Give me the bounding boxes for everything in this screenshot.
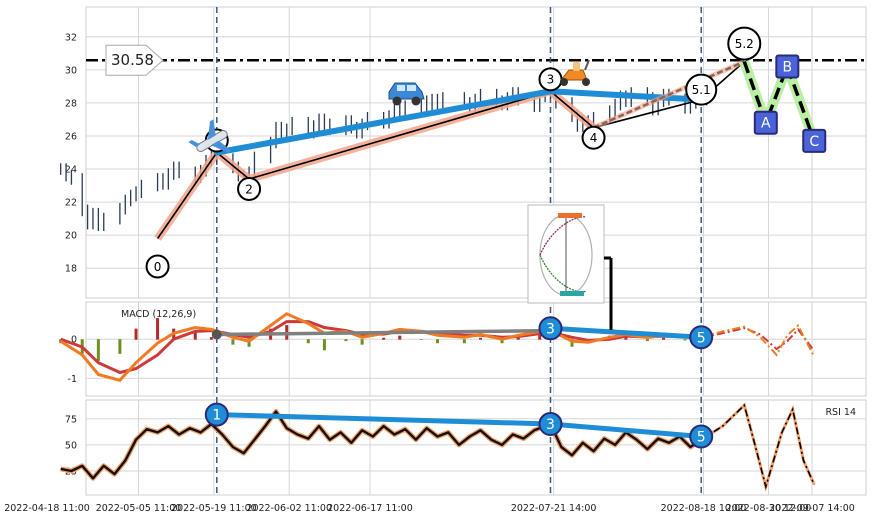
macd-histogram-bar bbox=[624, 336, 628, 340]
wave-label-circle bbox=[727, 26, 762, 61]
macd-wave-trend bbox=[550, 325, 702, 340]
wave-label-circle bbox=[538, 412, 563, 437]
x-tick-label: 2022-07-21 14:00 bbox=[511, 503, 597, 514]
projection-label-box bbox=[802, 128, 827, 153]
macd-histogram-bar bbox=[479, 337, 483, 340]
macd-divergence-line bbox=[216, 328, 551, 337]
macd-histogram-bar bbox=[435, 339, 439, 344]
wave-label-circle bbox=[538, 316, 563, 341]
wave-label-circle bbox=[237, 176, 262, 201]
rsi-line bbox=[60, 410, 702, 480]
macd-histogram-bar bbox=[382, 337, 386, 340]
macd-histogram-bar bbox=[500, 339, 504, 344]
projection-label-box bbox=[753, 110, 778, 135]
macd-histogram-bar bbox=[462, 339, 466, 344]
wave-label: 1 bbox=[212, 408, 221, 424]
airplane-icon bbox=[188, 119, 232, 153]
macd-panel bbox=[85, 301, 867, 397]
macd-histogram-bar bbox=[360, 339, 364, 345]
macd-histogram-bar bbox=[231, 339, 235, 345]
macd-histogram-bar bbox=[662, 337, 666, 340]
x-tick-label: 2022-08-30 12:00 bbox=[726, 503, 812, 514]
y-tick-label: 32 bbox=[65, 32, 77, 43]
y-tick-label: 26 bbox=[65, 131, 77, 142]
wave-label: 0 bbox=[154, 260, 162, 274]
y-tick-label: 75 bbox=[65, 414, 77, 425]
x-tick-label: 2022-05-05 11:00 bbox=[96, 503, 182, 514]
macd-series bbox=[59, 312, 816, 382]
macd-histogram-bar bbox=[118, 339, 122, 354]
x-tick-label: 2022-06-17 11:00 bbox=[327, 503, 413, 514]
x-tick-label: 2022-05-19 11:00 bbox=[171, 503, 257, 514]
y-tick-label: 30 bbox=[65, 65, 77, 76]
rsi-projected-line bbox=[700, 403, 815, 490]
level-value: 30.58 bbox=[111, 51, 154, 69]
projection-path bbox=[742, 61, 816, 142]
macd-histogram-bar bbox=[538, 334, 542, 340]
wave-label-circle bbox=[685, 73, 718, 106]
wave-label-circle bbox=[145, 254, 170, 279]
macd-histogram-bar bbox=[516, 337, 520, 340]
macd-divergence-start bbox=[211, 329, 222, 340]
macd-histogram-bar bbox=[247, 339, 251, 347]
wave-label: 5.1 bbox=[692, 83, 711, 97]
wave-label-circle bbox=[581, 125, 606, 150]
projection-label: B bbox=[783, 60, 793, 76]
macd-histogram-bar bbox=[570, 339, 574, 347]
wave-label-circle bbox=[689, 424, 714, 449]
macd-histogram-bar bbox=[645, 339, 649, 342]
y-tick-label: 50 bbox=[65, 440, 77, 451]
wave-label: 5 bbox=[697, 430, 706, 446]
macd-histogram-bar bbox=[193, 332, 197, 340]
macd-histogram-bar bbox=[419, 339, 423, 340]
y-tick-label: 0 bbox=[71, 335, 77, 346]
macd-histogram-bar bbox=[96, 339, 100, 361]
x-tick-label: 2022-04-18 11:00 bbox=[4, 503, 90, 514]
macd-histogram-bar bbox=[156, 318, 160, 340]
macd-label: MACD (12,26,9) bbox=[121, 309, 196, 320]
wave-label-circle bbox=[204, 402, 229, 427]
track-diagram-icon bbox=[527, 204, 605, 304]
macd-histogram-bar bbox=[209, 337, 213, 340]
wave-label-circle bbox=[689, 325, 714, 350]
projection-label-box bbox=[775, 54, 800, 79]
wave-label: 5.2 bbox=[735, 37, 754, 51]
rsi-panel bbox=[85, 399, 867, 496]
projection-label: A bbox=[761, 116, 771, 132]
wave-label: 3 bbox=[546, 321, 555, 337]
x-tick-label: 2022-08-18 10:00 bbox=[661, 503, 747, 514]
macd-histogram-bar bbox=[306, 339, 310, 344]
y-tick-label: 22 bbox=[65, 198, 77, 209]
y-tick-label: -1 bbox=[68, 374, 77, 385]
rsi-label: RSI 14 bbox=[825, 407, 856, 418]
y-tick-label: 20 bbox=[65, 231, 77, 242]
wave-label: 4 bbox=[590, 131, 598, 145]
level-label: 30.58 bbox=[105, 44, 164, 76]
macd-histogram-bar bbox=[134, 328, 138, 340]
macd-histogram-bar bbox=[398, 335, 402, 340]
x-tick-label: 2022-09-07 14:00 bbox=[769, 503, 855, 514]
axis-labels: 2022-04-18 11:00 2022-05-05 11:002022-05-… bbox=[4, 32, 855, 514]
car-icon bbox=[388, 82, 425, 106]
macd-histogram-bar bbox=[344, 339, 348, 342]
y-tick-label: 18 bbox=[65, 264, 77, 275]
wave-label: 2 bbox=[245, 182, 253, 196]
macd-histogram-bar bbox=[322, 339, 326, 351]
macd-histogram-bar bbox=[59, 339, 63, 344]
macd-projected-line bbox=[700, 323, 816, 358]
wave-label: 3 bbox=[547, 73, 555, 87]
y-tick-label: 28 bbox=[65, 98, 77, 109]
macd-histogram-bar bbox=[683, 339, 687, 341]
wave-label: 3 bbox=[546, 417, 555, 433]
wave-5-band bbox=[592, 59, 746, 130]
projection-label: C bbox=[809, 134, 819, 150]
wave-label: 5 bbox=[697, 330, 706, 346]
scooter-icon bbox=[559, 59, 590, 86]
x-tick-label: 2022-06-02 11:00 bbox=[246, 503, 332, 514]
